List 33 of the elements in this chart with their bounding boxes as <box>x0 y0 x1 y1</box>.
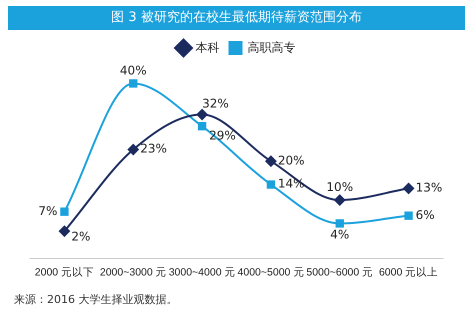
data-label: 20% <box>278 153 305 168</box>
x-tick-label: 5000~6000 元 <box>306 266 374 279</box>
data-label: 6% <box>416 208 435 222</box>
point <box>403 182 414 194</box>
data-label: 32% <box>202 96 229 111</box>
data-label: 10% <box>326 180 354 194</box>
x-tick-label: 2000~3000 元 <box>100 266 167 279</box>
x-tick-label: 3000~4000 元 <box>168 266 236 279</box>
point <box>58 226 70 237</box>
point <box>265 156 276 167</box>
point <box>60 208 69 216</box>
point <box>198 122 206 130</box>
point <box>196 109 208 120</box>
point <box>404 211 413 220</box>
legend-label: 本科 <box>196 40 220 54</box>
point <box>129 79 138 88</box>
point <box>128 144 139 156</box>
data-label: 14% <box>278 176 305 191</box>
point <box>266 180 276 189</box>
legend-label: 高职高专 <box>248 40 296 54</box>
point <box>334 194 346 206</box>
data-label: 13% <box>416 180 442 195</box>
data-label: 2% <box>71 229 90 244</box>
data-label: 23% <box>140 142 167 156</box>
chart-title: 图 3 被研究的在校生最低期待薪资范围分布 <box>8 6 465 30</box>
x-tick-label: 2000 元以下 <box>34 266 94 279</box>
data-label: 7% <box>38 204 58 218</box>
source-note: 来源：2016 大学生择业观数据。 <box>14 292 178 307</box>
x-tick-label: 4000~5000 元 <box>238 266 304 279</box>
data-label: 40% <box>120 64 147 78</box>
point <box>336 219 344 228</box>
data-label: 4% <box>330 228 350 242</box>
x-tick-label: 6000 元以上 <box>378 266 438 279</box>
